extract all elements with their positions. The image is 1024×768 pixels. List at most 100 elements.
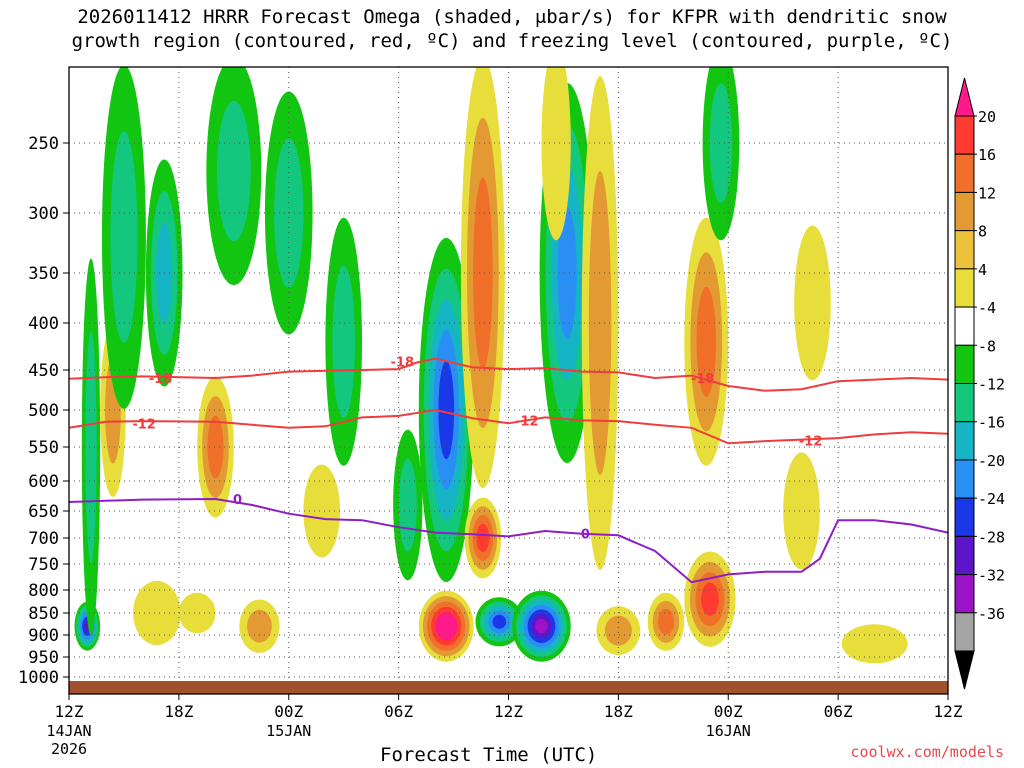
colorbar-segment-13 — [954, 612, 975, 652]
omega-cell-14-level-6 — [439, 617, 453, 635]
colorbar-label--28: -28 — [978, 528, 1005, 546]
contour-label--18: -18 — [391, 356, 415, 371]
y-tick-label-300: 300 — [28, 204, 59, 224]
colorbar: 20 16 12 8 4 -4 -8 -12 -16 -20 -24 -28 -32 -36 — [954, 77, 1005, 690]
contour-label--18: -18 — [149, 372, 173, 387]
colorbar-label--20: -20 — [978, 452, 1005, 470]
omega-cell-27-level-2 — [709, 83, 733, 203]
x-tick-date-12: 15JAN — [266, 722, 311, 740]
x-tick-label-36: 00Z — [714, 702, 743, 721]
omega-cell-7-level-3 — [207, 415, 224, 479]
colorbar-segment-2 — [954, 191, 975, 232]
colorbar-segment-10 — [954, 497, 975, 537]
terrain-ground — [69, 681, 948, 694]
omega-cell-17-level-4 — [476, 523, 490, 553]
colorbar-label-16: 16 — [978, 146, 996, 164]
omega-cell-6-level-1 — [178, 592, 216, 634]
colorbar-segment-6 — [954, 344, 975, 384]
colorbar-label--32: -32 — [978, 567, 1005, 585]
omega-cell-23-level-2 — [604, 615, 632, 646]
colorbar-label--8: -8 — [978, 337, 996, 355]
colorbar-segment-5 — [954, 306, 975, 346]
x-tick-label-48: 12Z — [934, 702, 963, 721]
omega-cell-28-level-1 — [783, 452, 820, 570]
y-tick-label-400: 400 — [28, 314, 59, 334]
colorbar-top-triangle — [954, 77, 975, 117]
y-tick-label-950: 950 — [28, 648, 59, 668]
omega-cell-13-level-2 — [398, 458, 417, 552]
colorbar-label--36: -36 — [978, 605, 1005, 623]
y-tick-label-900: 900 — [28, 626, 59, 646]
omega-cell-3-level-2 — [110, 131, 138, 343]
colorbar-segment-3 — [954, 230, 975, 270]
contour-label--12: -12 — [515, 414, 539, 429]
contour-label--12: -12 — [132, 417, 156, 432]
omega-cell-29-level-1 — [794, 225, 831, 381]
y-tick-label-850: 850 — [28, 604, 59, 624]
contour-label-0: 0 — [233, 493, 242, 508]
y-tick-label-350: 350 — [28, 264, 59, 284]
omega-cell-15-level-5 — [438, 360, 455, 460]
x-tick-date-0: 14JAN — [46, 722, 91, 740]
y-tick-label-750: 750 — [28, 555, 59, 575]
y-tick-label-500: 500 — [28, 401, 59, 421]
omega-cell-19-level-7 — [535, 618, 548, 634]
omega-cell-21-level-1 — [541, 67, 571, 241]
omega-cell-11-level-1 — [303, 464, 341, 558]
y-axis: 2503003504004505005506006507007508008509… — [18, 134, 69, 688]
y-tick-label-700: 700 — [28, 529, 59, 549]
y-tick-label-600: 600 — [28, 472, 59, 492]
chart-title-line-1: 2026011412 HRRR Forecast Omega (shaded, … — [77, 6, 947, 28]
temperature-contours: -18 -18 -18 -12 -12 -12 0 0 — [69, 356, 948, 584]
contour-label--12: -12 — [799, 434, 823, 449]
contour-0-line — [69, 497, 948, 584]
omega-cell-12-level-2 — [332, 265, 355, 419]
x-tick-label-18: 06Z — [384, 702, 413, 721]
colorbar-segment-8 — [954, 421, 975, 461]
contour--12-line — [69, 408, 948, 445]
contour-label-0: 0 — [581, 528, 590, 543]
credit-link[interactable]: coolwx.com/models — [850, 743, 1004, 761]
colorbar-segment-1 — [954, 153, 975, 193]
y-tick-label-650: 650 — [28, 502, 59, 522]
colorbar-label-12: 12 — [978, 184, 996, 202]
omega-cell-30-level-1 — [841, 624, 908, 664]
x-tick-label-12: 00Z — [274, 702, 303, 721]
contour-label--18: -18 — [691, 372, 715, 387]
omega-cell-26-level-3 — [696, 286, 717, 397]
y-tick-label-1000: 1000 — [18, 668, 59, 688]
omega-cell-9-level-2 — [247, 609, 272, 643]
colorbar-label--24: -24 — [978, 490, 1005, 508]
omega-cell-22-level-2 — [588, 171, 612, 475]
contour--18-line — [69, 357, 948, 392]
y-tick-label-800: 800 — [28, 581, 59, 601]
colorbar-label-8: 8 — [978, 223, 987, 241]
x-tick-label-30: 18Z — [604, 702, 633, 721]
y-tick-label-450: 450 — [28, 361, 59, 381]
colorbar-label--4: -4 — [978, 299, 996, 317]
colorbar-segment-12 — [954, 574, 975, 614]
x-axis-label: Forecast Time (UTC) — [380, 744, 598, 766]
colorbar-label--16: -16 — [978, 414, 1005, 432]
chart-title-line-2: growth region (contoured, red, ºC) and f… — [71, 30, 953, 52]
omega-cells-layer — [74, 67, 908, 664]
omega-cell-16-level-3 — [473, 177, 493, 369]
omega-cell-8-level-2 — [216, 100, 251, 242]
x-tick-year-0: 2026 — [51, 740, 87, 758]
colorbar-label-4: 4 — [978, 261, 987, 279]
x-tick-date-36: 16JAN — [706, 722, 751, 740]
x-tick-label-6: 18Z — [164, 702, 193, 721]
colorbar-segment-0 — [954, 115, 975, 155]
colorbar-segment-11 — [954, 535, 975, 576]
colorbar-segment-7 — [954, 383, 975, 423]
omega-cell-24-level-3 — [657, 608, 675, 635]
colorbar-bottom-triangle — [954, 650, 975, 690]
omega-cell-20-level-4 — [557, 206, 577, 340]
colorbar-segment-4 — [954, 268, 975, 308]
x-tick-label-42: 06Z — [824, 702, 853, 721]
x-tick-label-24: 12Z — [494, 702, 523, 721]
y-tick-label-550: 550 — [28, 438, 59, 458]
colorbar-segment-9 — [954, 459, 975, 499]
